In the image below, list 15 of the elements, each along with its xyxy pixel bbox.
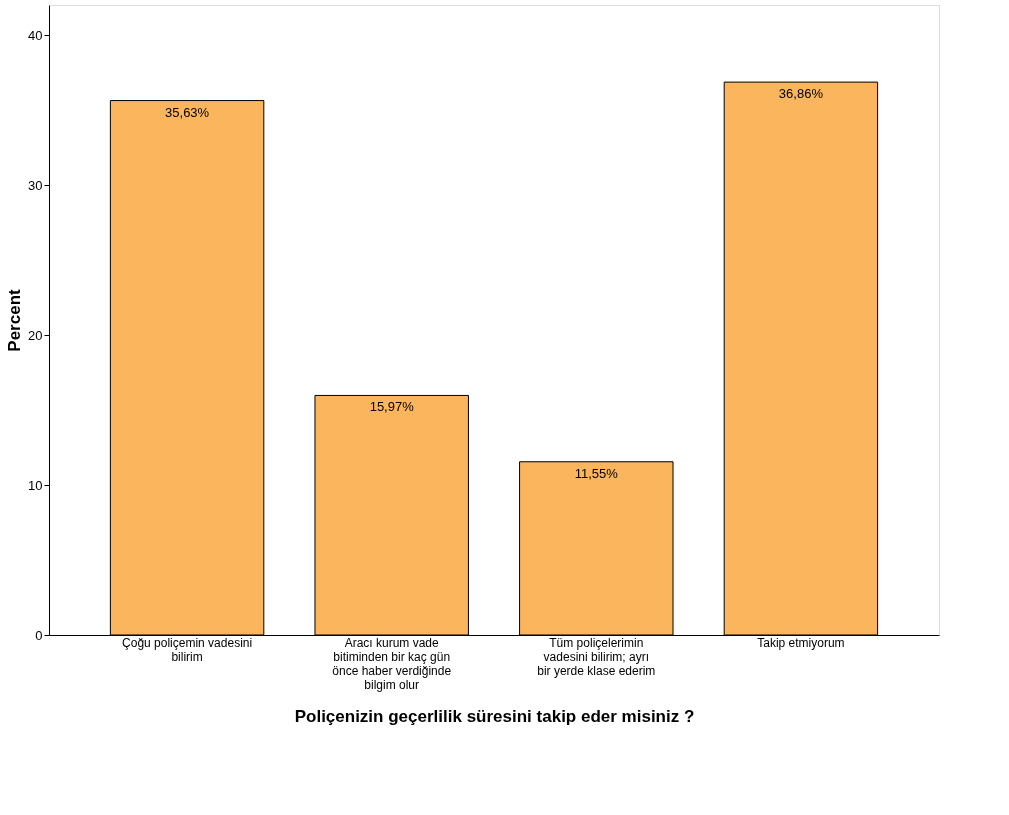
y-tick-label: 40 — [28, 27, 43, 43]
data-label: 35,63% — [165, 104, 210, 120]
data-label: 11,55% — [574, 465, 619, 481]
x-tick-label: Takip etmiyorum — [757, 635, 845, 650]
y-tick-label: 20 — [28, 327, 43, 343]
y-axis-title: Percent — [5, 288, 25, 352]
data-label: 15,97% — [369, 399, 415, 415]
x-tick-label: Çoğu poliçemin vadesini bilirim — [122, 635, 253, 664]
y-tick-label: 30 — [28, 177, 43, 193]
data-label: 36,86% — [778, 86, 824, 102]
x-tick-label: Aracı kurum vade bitiminden bir kaç gün önce haber verdiğinde bilgim olur — [332, 635, 452, 692]
y-tick-label: 0 — [35, 627, 43, 643]
x-axis-title: Poliçenizin geçerlilik süresini takip eder misiniz ? — [294, 706, 695, 726]
y-tick-label: 10 — [28, 477, 43, 493]
x-tick-label: Tüm poliçelerimin vadesini bilirim; ayrı bir yerde klase ederim — [537, 635, 656, 678]
